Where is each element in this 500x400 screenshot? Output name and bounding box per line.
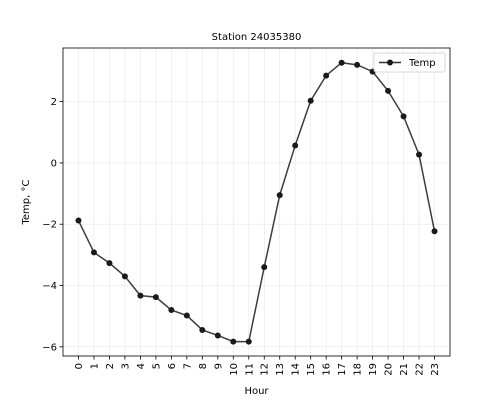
data-point [354,61,361,68]
x-tick-label: 2 [105,363,116,369]
legend-marker [387,59,393,66]
x-tick-label: 17 [337,363,348,376]
series-line [77,61,436,343]
series [75,59,438,345]
x-tick-label: 3 [120,363,131,369]
y-tick-label: −4 [42,281,57,292]
x-tick-label: 22 [415,363,426,376]
legend-box [373,52,446,73]
data-point [168,307,175,314]
x-tick-label: 0 [74,363,85,369]
data-point [431,228,438,235]
data-point [323,72,330,79]
x-tick-label: 16 [322,363,333,376]
x-tick-label: 23 [430,363,441,376]
chart-title: Station 24035380 [212,32,302,43]
x-tick-label: 13 [275,363,286,376]
y-tick-label: −6 [42,342,57,353]
y-tick-label: −2 [42,220,57,231]
data-point [90,249,97,256]
x-tick-label: 6 [167,363,178,369]
x-tick-label: 5 [151,363,162,369]
data-point [152,294,159,301]
x-tick-label: 20 [384,363,395,376]
y-tick-label: 0 [51,158,57,169]
data-point [261,264,268,271]
y-axis-label: Temp, °C [21,179,32,225]
x-tick-label: 1 [89,363,100,369]
x-axis-label: Hour [244,386,269,397]
data-point [199,326,206,333]
data-point [416,151,423,158]
data-point [214,332,221,339]
x-tick-label: 19 [368,363,379,376]
x-tick-label: 10 [229,363,240,376]
data-point [400,113,407,120]
axis-ticks: 0 1 2 3 4 5 6 7 8 9 10 11 12 13 14 15 16 17 18 19 20 21 22 23−6… [42,97,441,376]
data-point [121,273,128,280]
x-tick-label: 14 [291,363,302,376]
data-point [276,192,283,199]
x-tick-label: 4 [136,363,147,369]
x-tick-label: 9 [213,363,224,369]
y-tick-label: 2 [51,97,57,108]
data-point [307,97,314,104]
x-tick-label: 15 [306,363,317,376]
x-tick-label: 11 [244,363,255,376]
data-point [106,260,113,267]
data-point [137,292,144,299]
grid [63,48,450,356]
data-point [75,217,82,224]
data-point [230,338,237,345]
x-tick-label: 7 [182,363,193,369]
data-point [183,312,190,319]
x-tick-label: 8 [198,363,209,369]
x-tick-label: 18 [353,363,364,376]
data-point [385,87,392,94]
x-tick-label: 12 [260,363,271,376]
data-point [292,142,299,149]
legend: Temp [373,52,446,73]
legend-label: Temp [408,58,436,69]
plot-frame [62,47,451,357]
x-tick-label: 21 [399,363,410,376]
data-point [245,338,252,345]
data-point [338,59,345,66]
